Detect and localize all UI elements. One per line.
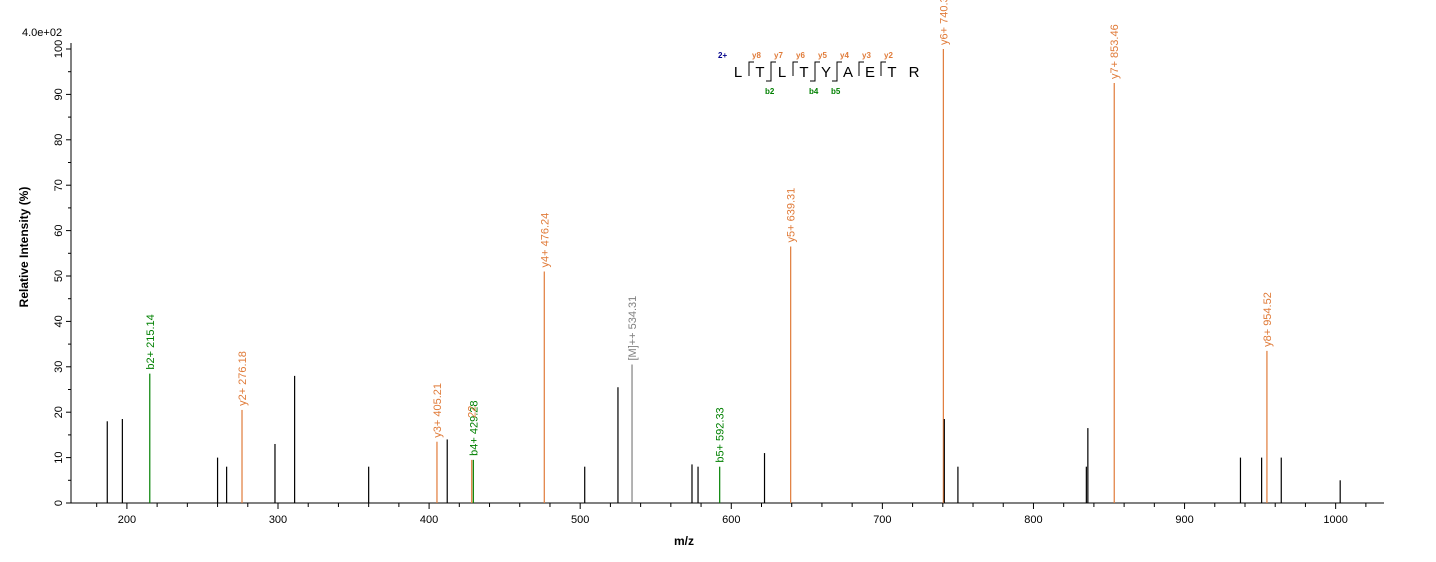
b-fragment-label: b5 (831, 87, 841, 96)
sequence-residue: L (734, 64, 742, 81)
y-tick-label: 80 (53, 134, 65, 146)
peak-label: b5+ 592.33 (715, 407, 727, 462)
y-fragment-label: y4 (840, 51, 849, 60)
peak-label: y3+ 405.21 (432, 383, 444, 438)
y-fragment-bracket (792, 61, 798, 76)
y-fragment-bracket (748, 61, 754, 76)
y-fragment-bracket (858, 61, 864, 76)
peak-label: y8+ 954.52 (1262, 292, 1274, 347)
y-tick-label: 30 (53, 361, 65, 373)
peak-label: y6+ 740.37 (938, 0, 950, 45)
y-fragment-label: y6 (796, 51, 805, 60)
intensity-scale-label: 4.0e+02 (22, 27, 62, 39)
peak-label: y2+ 276.18 (237, 351, 249, 406)
y-fragment-label: y8 (752, 51, 761, 60)
b-fragment-label: b4 (809, 87, 819, 96)
y-tick-label: 60 (53, 224, 65, 236)
x-tick-label: 500 (571, 514, 589, 526)
b-fragment-label: b2 (765, 87, 775, 96)
peak-annotation: 22 (467, 406, 479, 418)
y-tick-label: 20 (53, 406, 65, 418)
y-tick-label: 90 (53, 88, 65, 100)
y-tick-label: 10 (53, 451, 65, 463)
sequence-residue: T (799, 64, 808, 81)
sequence-residue: Y (821, 64, 831, 81)
x-tick-label: 200 (118, 514, 136, 526)
y-ticks: 0 10 20 30 40 50 60 70 80 90 100 (53, 40, 71, 506)
x-ticks: 200 300 400 500 600 700 800 900 1000 (96, 503, 1367, 526)
y-tick-label: 40 (53, 315, 65, 327)
peaks (106, 49, 1341, 503)
peak-label: b4+ 429.28 (468, 400, 480, 455)
peak-label: y7+ 853.46 (1109, 24, 1121, 79)
y-fragment-label: y5 (818, 51, 827, 60)
b-fragment-bracket (766, 65, 772, 82)
x-tick-label: 400 (420, 514, 438, 526)
y-fragment-label: y2 (884, 51, 893, 60)
y-tick-label: 100 (53, 40, 65, 58)
peak-label: b2+ 215.14 (145, 314, 157, 369)
peak-labels: b2+ 215.14 y2+ 276.18 y3+ 405.21 b4+ 429.28… (145, 0, 1274, 463)
peak-label: y5+ 639.31 (786, 188, 798, 243)
charge-state: 2+ (718, 51, 727, 60)
sequence-residue: T (755, 64, 764, 81)
x-axis-title: m/z (674, 534, 694, 548)
y-tick-label: 50 (53, 270, 65, 282)
x-tick-label: 300 (269, 514, 287, 526)
x-tick-label: 900 (1175, 514, 1193, 526)
x-tick-label: 1000 (1323, 514, 1347, 526)
y-fragment-bracket (836, 61, 842, 76)
sequence-residue: R (909, 64, 920, 81)
peak-label: [M]++ 534.31 (627, 296, 639, 361)
y-fragment-label: y3 (862, 51, 871, 60)
sequence-residue: E (865, 64, 875, 81)
peak-label: y4+ 476.24 (539, 213, 551, 268)
x-tick-label: 700 (873, 514, 891, 526)
y-tick-label: 0 (53, 500, 65, 506)
y-fragment-bracket (814, 61, 820, 76)
b-fragment-bracket (810, 65, 816, 82)
b-fragment-bracket (832, 65, 838, 82)
sequence-residue: A (843, 64, 853, 81)
sequence-residue: T (887, 64, 896, 81)
x-tick-label: 800 (1024, 514, 1042, 526)
y-tick-label: 70 (53, 179, 65, 191)
x-tick-label: 600 (722, 514, 740, 526)
y-fragment-bracket (770, 61, 776, 76)
y-axis-title: Relative Intensity (%) (17, 187, 31, 308)
sequence-residue: L (778, 64, 786, 81)
y-fragment-bracket (880, 61, 886, 76)
y-fragment-label: y7 (774, 51, 783, 60)
